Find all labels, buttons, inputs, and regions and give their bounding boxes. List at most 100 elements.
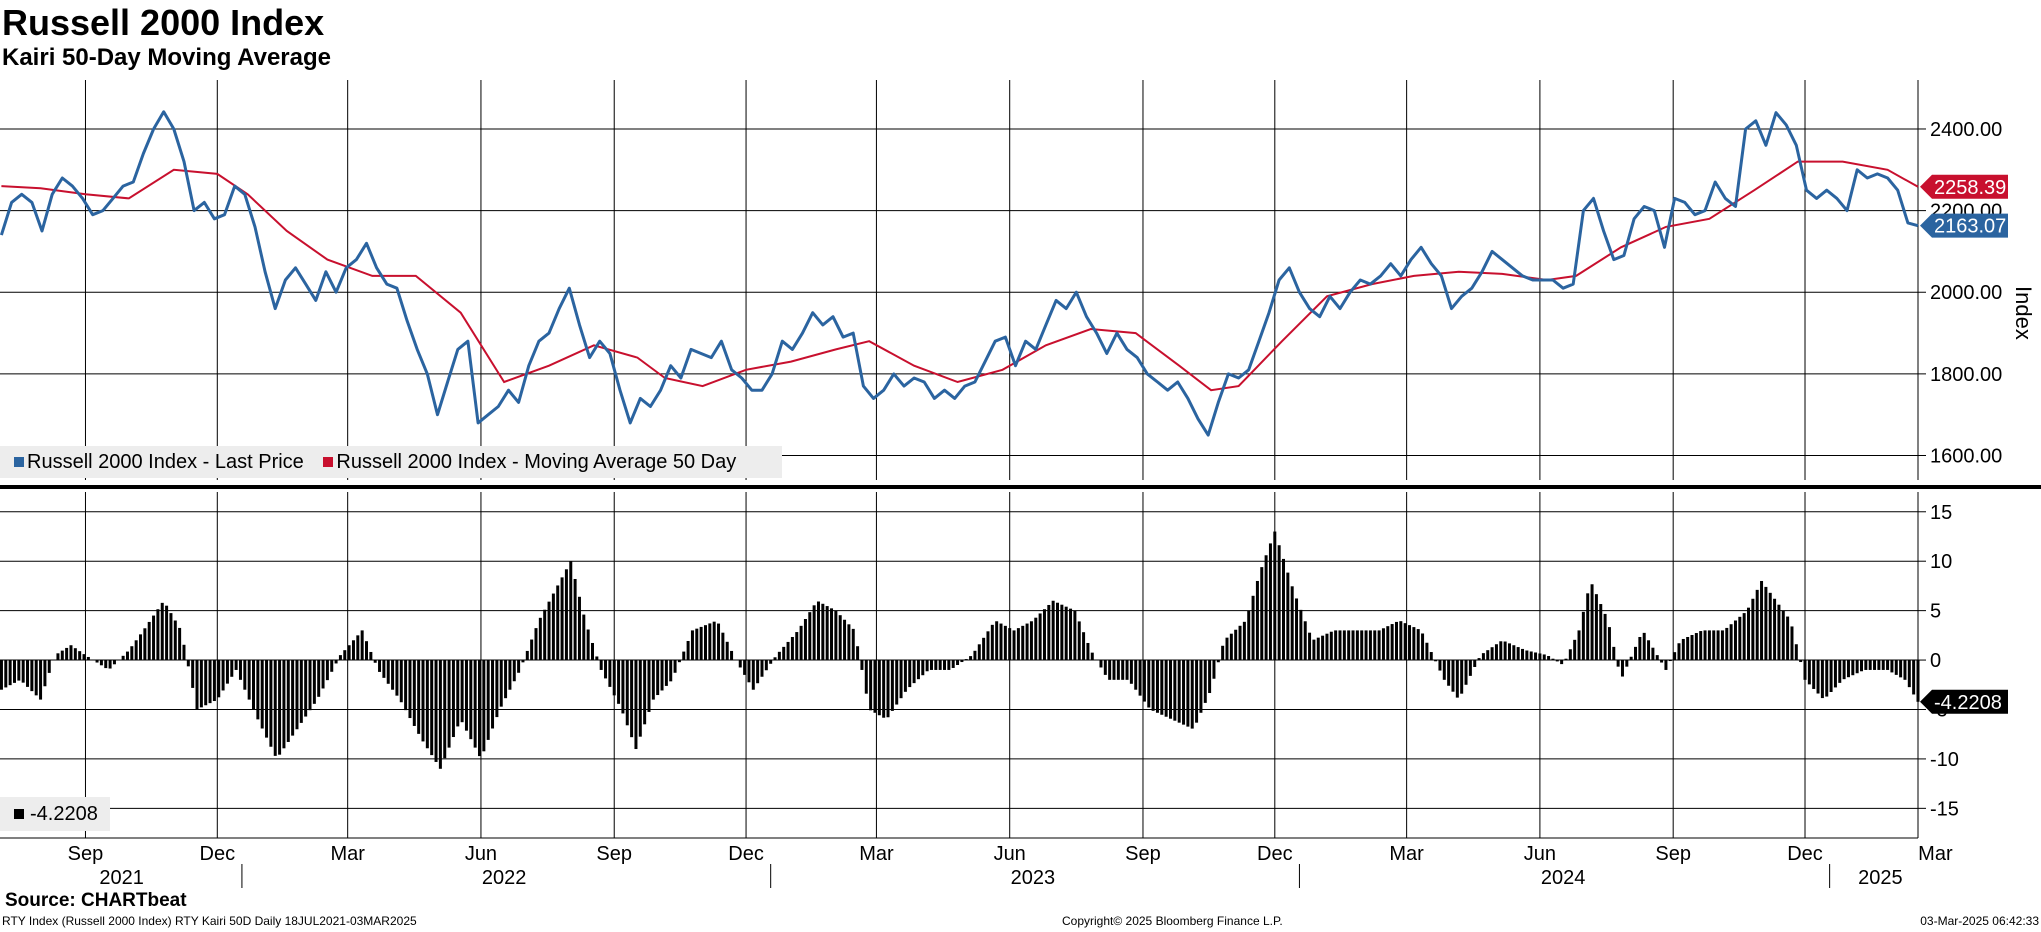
kairi-bar	[560, 577, 564, 661]
kairi-bar	[325, 660, 329, 681]
kairi-bar	[1833, 660, 1837, 688]
kairi-bar	[773, 657, 777, 661]
kairi-bar	[1421, 633, 1425, 661]
kairi-bar	[808, 612, 812, 661]
kairi-bar	[538, 617, 542, 661]
kairi-bar	[1390, 624, 1394, 661]
kairi-bar	[664, 660, 668, 686]
kairi-bar	[1668, 660, 1672, 662]
kairi-bar	[360, 630, 364, 661]
kairi-bar	[286, 660, 290, 742]
kairi-bar	[1555, 660, 1559, 662]
kairi-bar	[230, 660, 234, 677]
kairi-bar	[669, 660, 673, 682]
kairi-bar	[191, 660, 195, 688]
kairi-bar	[1651, 647, 1655, 661]
kairi-bar	[595, 656, 599, 661]
kairi-bar	[386, 660, 390, 684]
kairi-bar	[873, 660, 877, 713]
kairi-bar	[838, 615, 842, 661]
kairi-bar	[1203, 660, 1207, 703]
kairi-bar	[399, 660, 403, 703]
kairi-bar	[1286, 572, 1290, 661]
kairi-bar	[1064, 606, 1068, 661]
kairi-bar	[39, 660, 43, 700]
kairi-bar	[1295, 598, 1299, 661]
kairi-bar	[551, 593, 555, 661]
kairi-bar	[1199, 660, 1203, 713]
kairi-bar	[8, 660, 12, 686]
kairi-bar	[964, 659, 968, 661]
kairi-bar	[1846, 660, 1850, 678]
kairi-bar	[1034, 617, 1038, 661]
kairi-bar	[1182, 660, 1186, 725]
kairi-bar	[156, 609, 160, 661]
ma-legend-label: Russell 2000 Index - Moving Average 50 D…	[336, 451, 737, 473]
kairi-bar	[82, 654, 86, 661]
kairi-bar	[1381, 628, 1385, 661]
kairi-bar	[1838, 660, 1842, 683]
kairi-bar	[1164, 660, 1168, 717]
kairi-bar	[895, 660, 899, 705]
kairi-bar	[0, 660, 3, 690]
kairi-bar	[1090, 652, 1094, 661]
kairi-bar	[851, 628, 855, 661]
kairi-bar	[1660, 660, 1664, 663]
kairi-bar	[491, 660, 495, 729]
kairi-bar	[969, 656, 973, 661]
x-month-label: Jun	[465, 843, 497, 865]
kairi-bar	[278, 660, 282, 755]
kairi-bar	[1268, 543, 1272, 661]
price-last-label-bg	[1920, 213, 2008, 238]
kairi-bar	[1699, 631, 1703, 661]
kairi-bar	[447, 660, 451, 748]
kairi-bar	[1373, 630, 1377, 661]
kairi-bar	[1195, 660, 1199, 723]
kairi-bar	[1425, 642, 1429, 661]
kairi-bar	[1703, 630, 1707, 661]
kairi-bar	[1403, 623, 1407, 661]
kairi-bar	[1855, 660, 1859, 674]
kairi-bar	[378, 660, 382, 672]
kairi-bar	[1677, 643, 1681, 661]
kairi-bar	[438, 660, 442, 769]
kairi-bar	[273, 660, 277, 756]
kairi-bar	[973, 650, 977, 661]
kairi-bar	[1716, 630, 1720, 661]
kairi-bar	[1290, 586, 1294, 661]
kairi-bar	[956, 660, 960, 665]
kairi-bar	[1747, 607, 1751, 661]
kairi-bar	[252, 660, 256, 710]
kairi-bar	[1547, 656, 1551, 661]
kairi-bar	[1416, 629, 1420, 661]
kairi-bar	[1003, 625, 1007, 661]
kairi-bar	[391, 660, 395, 690]
kairi-bar	[1521, 648, 1525, 661]
ma-50-line	[1, 160, 1919, 392]
kairi-bar	[1103, 660, 1107, 675]
x-month-label: Mar	[1389, 843, 1424, 865]
kairi-bar	[1690, 635, 1694, 661]
kairi-bar	[121, 655, 125, 661]
kairi-bar	[777, 651, 781, 661]
kairi-bar	[1568, 649, 1572, 661]
kairi-bar	[295, 660, 299, 730]
kairi-bar	[1538, 653, 1542, 661]
kairi-bar	[630, 660, 634, 738]
kairi-bar	[404, 660, 408, 711]
price-last-label: 2163.07	[1920, 213, 2008, 238]
kairi-bar	[312, 660, 316, 704]
ma-last-label: 2258.39	[1920, 174, 2008, 199]
kairi-bar	[1912, 660, 1916, 695]
kairi-bar	[47, 660, 51, 673]
kairi-bar	[916, 660, 920, 680]
kairi-bar	[1529, 651, 1533, 661]
kairi-bar	[373, 660, 377, 663]
kairi-bar	[869, 660, 873, 711]
kairi-bar	[725, 641, 729, 661]
kairi-bar	[1899, 660, 1903, 678]
kairi-bar	[34, 660, 38, 696]
kairi-bar	[717, 623, 721, 661]
kairi-bar	[421, 660, 425, 742]
kairi-bar	[1060, 604, 1064, 661]
